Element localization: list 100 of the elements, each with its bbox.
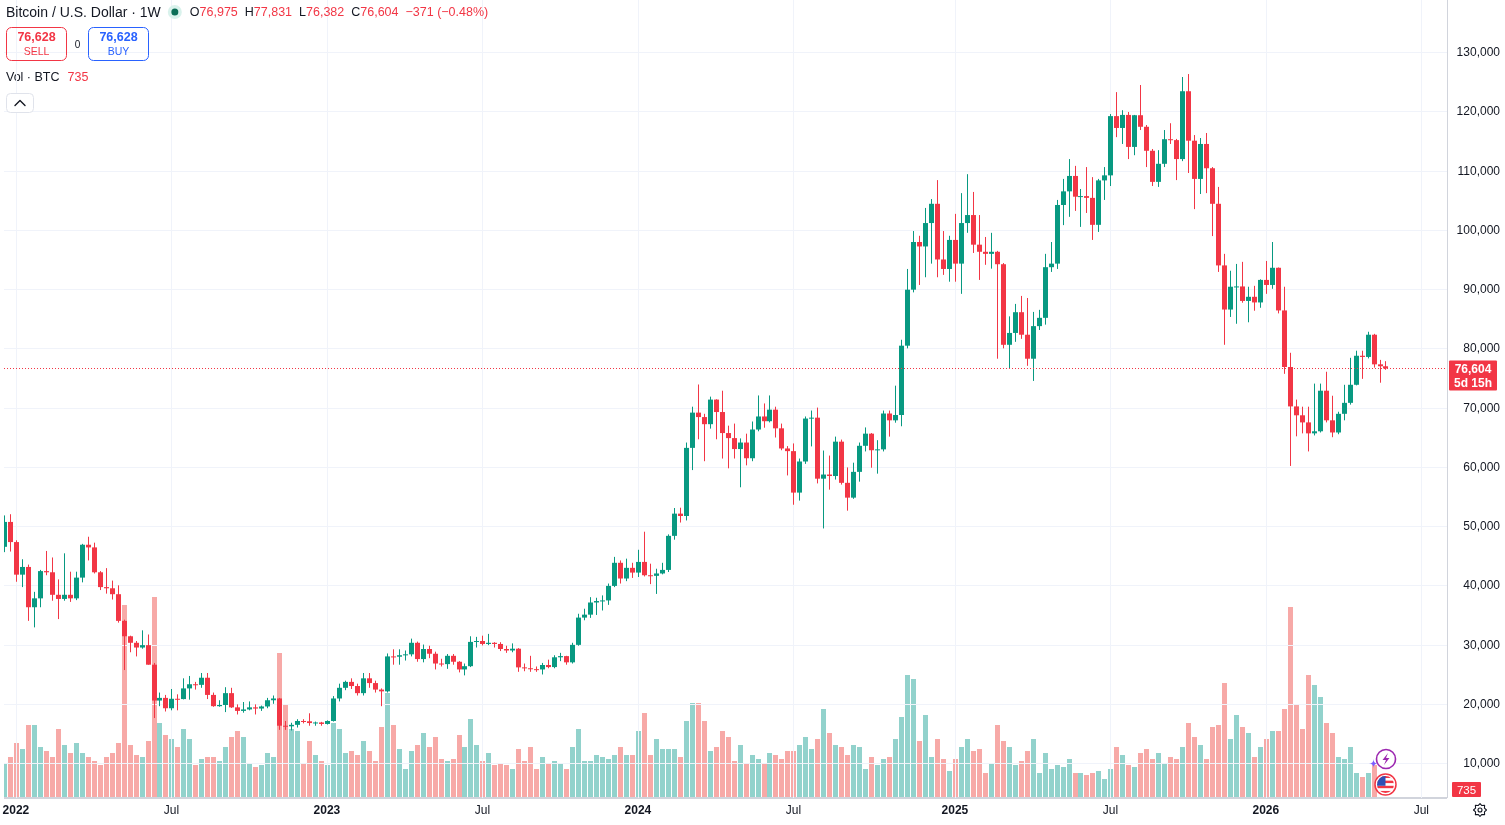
candlestick	[1300, 406, 1305, 434]
candlestick	[229, 687, 234, 709]
candlestick	[636, 549, 641, 578]
candlestick	[1306, 406, 1311, 452]
candlestick	[821, 450, 826, 529]
bar	[989, 763, 994, 797]
bar	[1366, 773, 1371, 797]
candlestick	[110, 580, 115, 601]
bar	[767, 753, 772, 797]
candlestick	[1228, 270, 1233, 318]
candlestick	[223, 686, 228, 713]
candlestick	[397, 648, 402, 666]
annotation: SELL	[23, 45, 50, 57]
candlestick	[726, 425, 731, 469]
candlestick	[1258, 278, 1263, 309]
candlestick	[474, 636, 479, 649]
bar	[20, 749, 25, 797]
candlestick	[1120, 109, 1125, 145]
bar	[1073, 773, 1078, 797]
bar	[193, 765, 198, 797]
bar	[313, 755, 318, 797]
x-tick-label: 2026	[1252, 803, 1280, 817]
candlestick	[1025, 297, 1030, 367]
x-tick-label: Jul	[1102, 803, 1119, 817]
candlestick	[1264, 260, 1269, 295]
candlestick	[809, 410, 814, 447]
candlestick	[516, 647, 521, 673]
candlestick	[528, 655, 533, 673]
candlestick	[773, 406, 778, 439]
bar	[827, 733, 832, 797]
bar	[708, 751, 713, 797]
y-tick-label: 80,000	[1463, 341, 1501, 356]
bar	[1180, 747, 1185, 797]
bar	[1240, 727, 1245, 797]
x-tick-label: 2022	[2, 803, 30, 817]
bar	[1126, 765, 1131, 797]
candlestick	[32, 591, 37, 628]
candlestick	[738, 437, 743, 488]
annotation: 735	[67, 70, 89, 84]
candlestick	[1234, 263, 1239, 325]
bar	[140, 757, 145, 797]
candlestick	[1246, 286, 1251, 323]
y-tick-label: 50,000	[1463, 519, 1501, 534]
annotation: H77,831	[244, 5, 293, 19]
bar	[744, 763, 749, 797]
candlestick	[965, 173, 970, 234]
candlestick	[696, 383, 701, 440]
annotation: L76,382	[299, 5, 345, 19]
candlestick	[762, 402, 767, 429]
candlestick	[923, 207, 928, 278]
bar	[1252, 757, 1257, 797]
bar	[1246, 733, 1251, 797]
candlestick	[893, 385, 898, 424]
candlestick	[1084, 166, 1089, 214]
candlestick	[20, 558, 25, 588]
y-tick-label: 110,000	[1457, 163, 1501, 178]
bar	[762, 763, 767, 797]
annotation: 76,628	[99, 30, 138, 44]
candlestick	[863, 426, 868, 452]
candlestick	[1078, 188, 1083, 228]
candlestick	[845, 466, 850, 512]
y-tick-label: 10,000	[1463, 756, 1501, 771]
candlestick	[1312, 383, 1317, 436]
candlestick	[654, 568, 659, 595]
candlestick	[205, 672, 210, 700]
bar	[486, 753, 491, 797]
candlestick	[570, 642, 575, 665]
x-tick-label: 2024	[624, 803, 652, 817]
bar	[199, 759, 204, 797]
candlestick	[8, 513, 13, 553]
candlestick	[1061, 178, 1066, 226]
candlestick	[744, 433, 749, 466]
candlestick	[1073, 165, 1078, 212]
bar	[319, 761, 324, 797]
bar	[738, 745, 743, 797]
candlestick	[941, 230, 946, 276]
candlestick	[756, 394, 761, 432]
candlestick	[534, 665, 539, 673]
y-tick-label: 40,000	[1463, 578, 1501, 593]
candlestick	[1144, 124, 1149, 168]
candlestick	[869, 432, 874, 469]
bar	[546, 763, 551, 797]
bar	[624, 755, 629, 797]
candlestick	[977, 214, 982, 281]
candlestick	[1330, 395, 1335, 438]
bar	[917, 741, 922, 797]
x-tick-label: Jul	[785, 803, 802, 817]
candlestick	[1007, 315, 1012, 370]
candlestick	[1336, 411, 1341, 435]
candlestick	[1174, 138, 1179, 181]
y-tick-label: 130,000	[1456, 45, 1501, 60]
candlestick	[1342, 384, 1347, 421]
candlestick	[361, 672, 366, 697]
candlestick	[391, 648, 396, 666]
y-tick-label: 20,000	[1463, 696, 1501, 711]
annotation: 0	[74, 38, 81, 50]
candlestick	[618, 559, 623, 585]
bar	[445, 761, 450, 797]
ref-line-label: 76,604	[1454, 361, 1492, 376]
candlestick	[983, 236, 988, 266]
